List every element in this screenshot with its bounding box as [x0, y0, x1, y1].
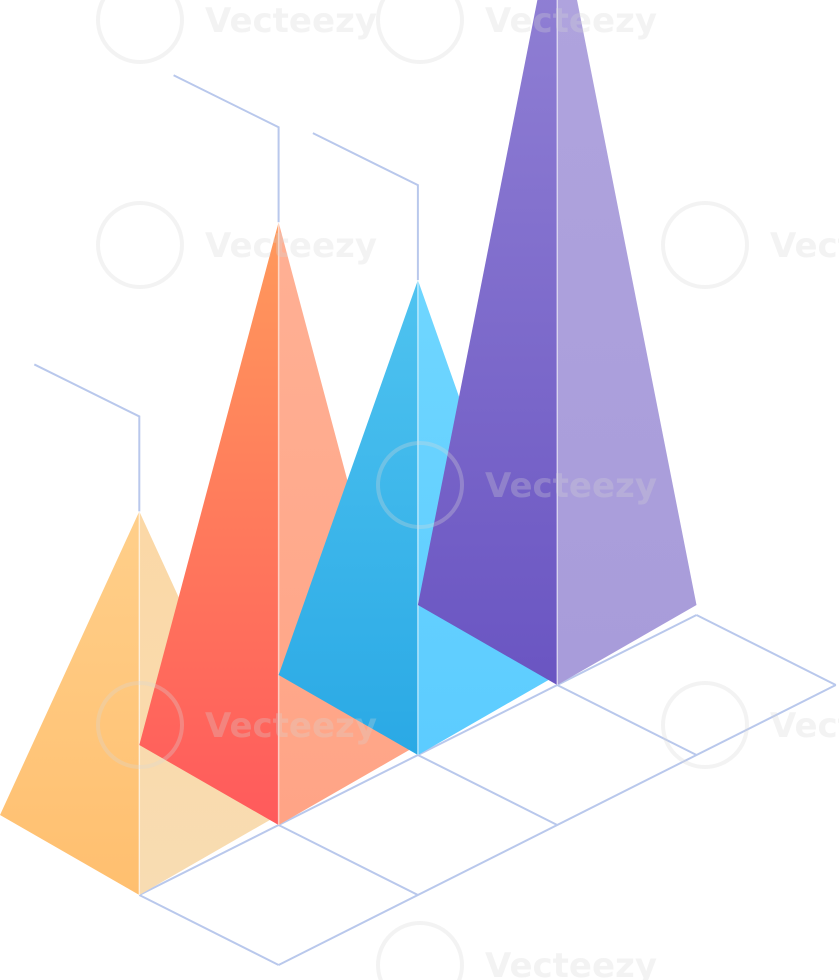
watermark-logo	[376, 441, 464, 529]
grid-line	[696, 614, 837, 686]
pyramid-left-face	[0, 511, 140, 895]
pyramid-right-face	[557, 0, 697, 685]
leader-line-3	[312, 132, 419, 281]
watermark-logo	[376, 921, 464, 980]
pyramid-left-face	[139, 222, 279, 826]
pyramid-left-face	[417, 0, 558, 685]
watermark-text: Vecteezy	[485, 1, 657, 41]
watermark-text: Vecteezy	[770, 706, 839, 746]
grid-line	[278, 684, 837, 966]
watermark-logo	[96, 681, 184, 769]
grid-line	[278, 824, 419, 896]
watermark-text: Vecteezy	[205, 226, 377, 266]
watermark-logo	[661, 681, 749, 769]
watermark-text: Vecteezy	[205, 1, 377, 41]
watermark-text: Vecteezy	[485, 466, 657, 506]
pyramid-left-face	[278, 280, 418, 755]
watermark-logo	[96, 201, 184, 289]
leader-line-2	[173, 74, 280, 223]
watermark-logo	[661, 201, 749, 289]
grid-line	[138, 894, 280, 966]
watermark-layer: Vecteezy Vecteezy Vecteezy Vecteezy Vecteezy…	[96, 0, 839, 980]
watermark-text: Vecteezy	[485, 946, 657, 980]
watermark-text: Vecteezy	[770, 226, 839, 266]
pyramid-bars	[0, 0, 697, 895]
grid-line	[556, 684, 697, 756]
watermark-logo	[376, 0, 464, 64]
watermark-text: Vecteezy	[205, 706, 377, 746]
leader-lines	[33, 74, 419, 512]
watermark-logo	[96, 0, 184, 64]
pyramid-bar-4	[417, 0, 697, 685]
leader-line-1	[33, 363, 141, 512]
grid-line	[417, 754, 558, 826]
